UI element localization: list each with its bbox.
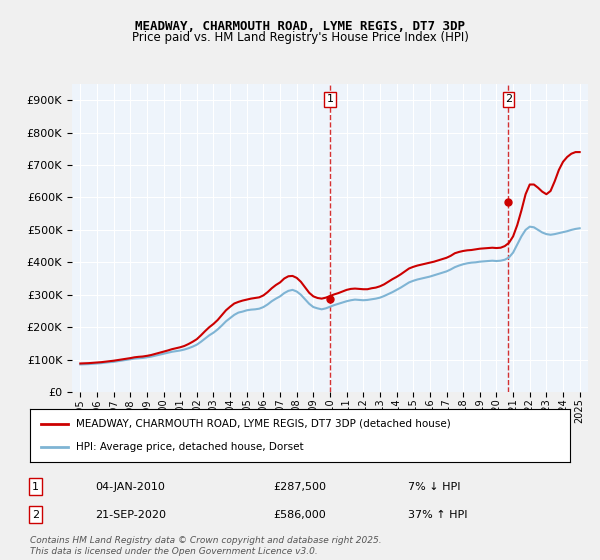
Text: MEADWAY, CHARMOUTH ROAD, LYME REGIS, DT7 3DP: MEADWAY, CHARMOUTH ROAD, LYME REGIS, DT7… xyxy=(135,20,465,32)
Text: 2: 2 xyxy=(32,510,39,520)
Text: HPI: Average price, detached house, Dorset: HPI: Average price, detached house, Dors… xyxy=(76,442,304,452)
Text: MEADWAY, CHARMOUTH ROAD, LYME REGIS, DT7 3DP (detached house): MEADWAY, CHARMOUTH ROAD, LYME REGIS, DT7… xyxy=(76,419,451,429)
Text: Contains HM Land Registry data © Crown copyright and database right 2025.
This d: Contains HM Land Registry data © Crown c… xyxy=(30,536,382,556)
Text: £586,000: £586,000 xyxy=(273,510,326,520)
Text: 2: 2 xyxy=(505,95,512,104)
Text: 1: 1 xyxy=(326,95,334,104)
Text: 7% ↓ HPI: 7% ↓ HPI xyxy=(408,482,461,492)
Text: 04-JAN-2010: 04-JAN-2010 xyxy=(95,482,164,492)
Text: £287,500: £287,500 xyxy=(273,482,326,492)
Text: 37% ↑ HPI: 37% ↑ HPI xyxy=(408,510,467,520)
Text: 21-SEP-2020: 21-SEP-2020 xyxy=(95,510,166,520)
Text: 1: 1 xyxy=(32,482,39,492)
Text: Price paid vs. HM Land Registry's House Price Index (HPI): Price paid vs. HM Land Registry's House … xyxy=(131,31,469,44)
